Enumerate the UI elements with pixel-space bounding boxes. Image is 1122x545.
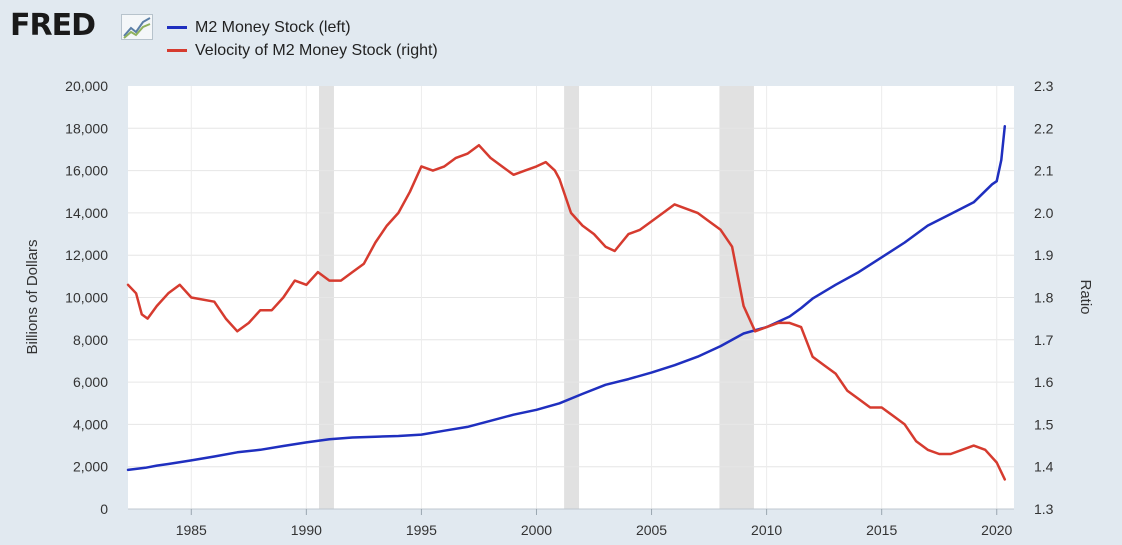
line-chart-icon bbox=[121, 14, 153, 40]
left-tick-label: 16,000 bbox=[65, 163, 108, 179]
x-tick-label: 2005 bbox=[636, 522, 667, 538]
chart-legend: M2 Money Stock (left) Velocity of M2 Mon… bbox=[167, 16, 438, 62]
left-tick-label: 0 bbox=[100, 501, 108, 517]
x-tick-label: 1990 bbox=[291, 522, 322, 538]
left-tick-label: 8,000 bbox=[73, 332, 108, 348]
x-tick-label: 2000 bbox=[521, 522, 552, 538]
right-tick-label: 1.6 bbox=[1034, 374, 1054, 390]
right-tick-label: 2.3 bbox=[1034, 78, 1054, 94]
left-axis: 0 2,000 4,000 6,000 8,000 10,000 12,000 14,000 1… bbox=[65, 78, 108, 517]
right-tick-label: 2.2 bbox=[1034, 120, 1054, 136]
left-tick-label: 14,000 bbox=[65, 205, 108, 221]
legend-label-velocity: Velocity of M2 Money Stock (right) bbox=[195, 41, 438, 59]
x-tick-label: 2010 bbox=[751, 522, 782, 538]
left-axis-title: Billions of Dollars bbox=[24, 239, 41, 354]
left-tick-label: 6,000 bbox=[73, 374, 108, 390]
gridlines bbox=[128, 86, 1014, 509]
legend-swatch-velocity bbox=[167, 49, 187, 52]
left-tick-label: 2,000 bbox=[73, 459, 108, 475]
right-tick-label: 1.9 bbox=[1034, 247, 1054, 263]
left-tick-label: 4,000 bbox=[73, 416, 108, 432]
legend-item-velocity[interactable]: Velocity of M2 Money Stock (right) bbox=[167, 39, 438, 62]
right-tick-label: 1.7 bbox=[1034, 332, 1054, 348]
right-tick-label: 1.3 bbox=[1034, 501, 1054, 517]
m2-money-stock-line bbox=[126, 124, 1007, 472]
x-tick-label: 1985 bbox=[176, 522, 207, 538]
right-tick-label: 1.8 bbox=[1034, 290, 1054, 306]
legend-label-m2: M2 Money Stock (left) bbox=[195, 18, 351, 36]
left-tick-label: 18,000 bbox=[65, 120, 108, 136]
x-tick-label: 2015 bbox=[866, 522, 897, 538]
left-tick-label: 20,000 bbox=[65, 78, 108, 94]
x-tick-label: 1995 bbox=[406, 522, 437, 538]
series-layer bbox=[126, 124, 1007, 481]
fred-logo: FRED bbox=[10, 8, 96, 43]
x-axis: 1985 1990 1995 2000 2005 2010 2015 2020 bbox=[128, 508, 1014, 538]
legend-item-m2[interactable]: M2 Money Stock (left) bbox=[167, 16, 438, 39]
right-axis-title: Ratio bbox=[1077, 279, 1094, 314]
left-tick-label: 12,000 bbox=[65, 247, 108, 263]
right-tick-label: 2.0 bbox=[1034, 205, 1054, 221]
right-axis: 1.3 1.4 1.5 1.6 1.7 1.8 1.9 2.0 2.1 2.2 2.3 bbox=[1034, 78, 1054, 517]
legend-swatch-m2 bbox=[167, 26, 187, 29]
m2-velocity-line bbox=[126, 143, 1007, 481]
right-tick-label: 2.1 bbox=[1034, 163, 1054, 179]
right-tick-label: 1.4 bbox=[1034, 459, 1054, 475]
x-tick-label: 2020 bbox=[981, 522, 1012, 538]
right-tick-label: 1.5 bbox=[1034, 416, 1054, 432]
left-tick-label: 10,000 bbox=[65, 290, 108, 306]
